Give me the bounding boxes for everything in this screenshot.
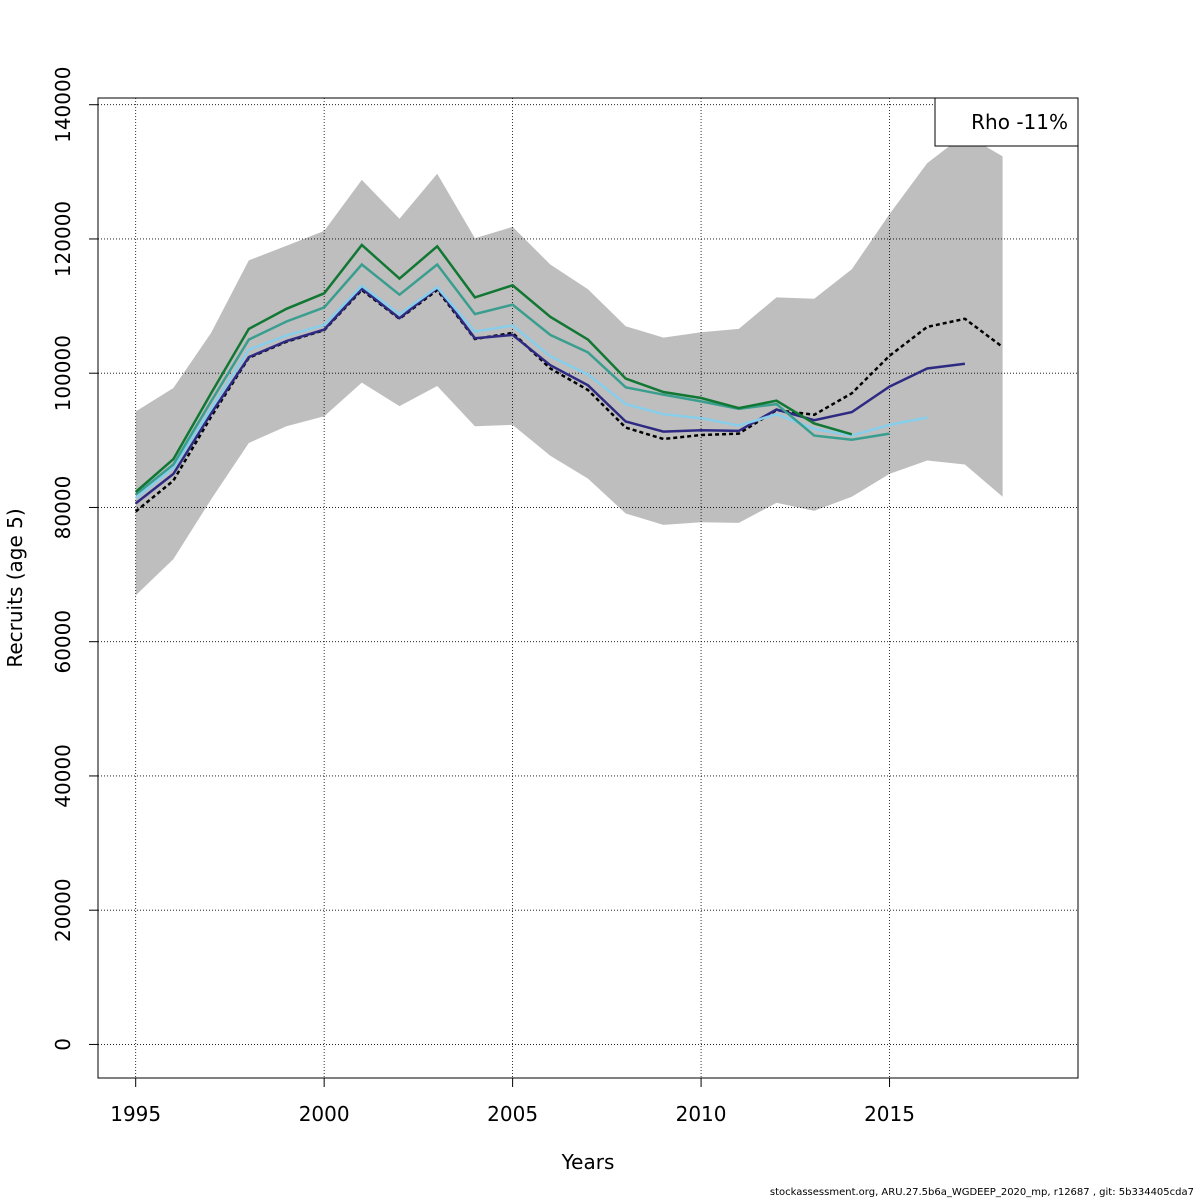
y-tick-label: 80000 bbox=[51, 476, 75, 540]
y-tick-label: 140000 bbox=[51, 67, 75, 143]
y-tick-label: 60000 bbox=[51, 610, 75, 674]
x-tick-label: 2010 bbox=[676, 1102, 727, 1126]
y-tick-label: 20000 bbox=[51, 878, 75, 942]
y-axis: 0 20000 40000 60000 80000 100000 120000 140000 bbox=[51, 67, 98, 1051]
x-axis: 1995 2000 2005 2010 2015 bbox=[110, 1078, 915, 1126]
grid-layer bbox=[98, 98, 1078, 1078]
legend: Rho -11% bbox=[934, 97, 1079, 147]
x-tick-label: 2000 bbox=[299, 1102, 350, 1126]
y-tick-label: 0 bbox=[51, 1038, 75, 1051]
series-line-1 bbox=[134, 286, 966, 505]
footer-credit: stockassessment.org, ARU.27.5b6a_WGDEEP_… bbox=[769, 1187, 1194, 1198]
x-tick-label: 1995 bbox=[110, 1102, 161, 1126]
y-tick-label: 120000 bbox=[51, 201, 75, 277]
legend-text: Rho -11% bbox=[971, 110, 1068, 134]
y-axis-title: Recruits (age 5) bbox=[3, 508, 27, 667]
y-tick-label: 100000 bbox=[51, 335, 75, 411]
series-line-2 bbox=[134, 284, 928, 500]
x-tick-label: 2005 bbox=[487, 1102, 538, 1126]
series-line-4 bbox=[134, 243, 853, 493]
x-tick-label: 2015 bbox=[864, 1102, 915, 1126]
series-line-3 bbox=[134, 262, 890, 496]
plot-frame bbox=[97, 97, 1079, 1079]
x-axis-title: Years bbox=[561, 1150, 615, 1174]
y-tick-label: 40000 bbox=[51, 744, 75, 808]
legend-box bbox=[934, 97, 1079, 147]
series-layer bbox=[134, 243, 1004, 513]
